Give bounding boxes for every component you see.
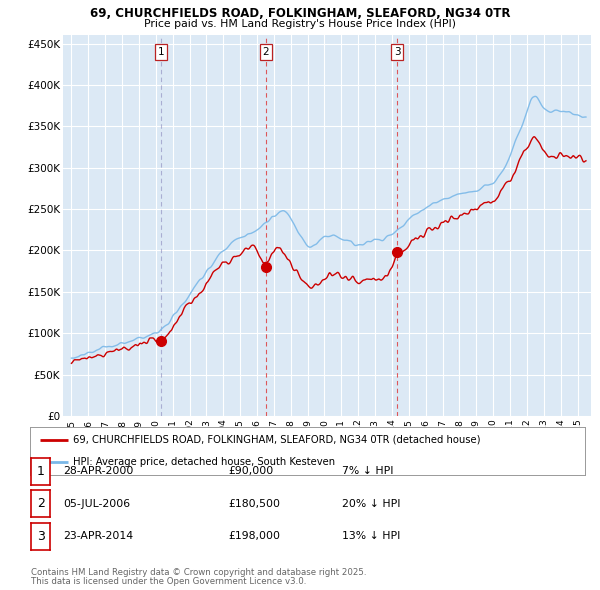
Text: 1: 1 xyxy=(37,465,45,478)
Text: HPI: Average price, detached house, South Kesteven: HPI: Average price, detached house, Sout… xyxy=(73,457,335,467)
Text: Contains HM Land Registry data © Crown copyright and database right 2025.: Contains HM Land Registry data © Crown c… xyxy=(31,568,367,577)
Text: 20% ↓ HPI: 20% ↓ HPI xyxy=(342,499,401,509)
Text: 69, CHURCHFIELDS ROAD, FOLKINGHAM, SLEAFORD, NG34 0TR (detached house): 69, CHURCHFIELDS ROAD, FOLKINGHAM, SLEAF… xyxy=(73,435,481,445)
Text: 1: 1 xyxy=(158,47,164,57)
Text: This data is licensed under the Open Government Licence v3.0.: This data is licensed under the Open Gov… xyxy=(31,578,307,586)
Text: 05-JUL-2006: 05-JUL-2006 xyxy=(63,499,130,509)
Text: 7% ↓ HPI: 7% ↓ HPI xyxy=(342,467,394,476)
Text: 69, CHURCHFIELDS ROAD, FOLKINGHAM, SLEAFORD, NG34 0TR: 69, CHURCHFIELDS ROAD, FOLKINGHAM, SLEAF… xyxy=(90,7,510,20)
Text: £90,000: £90,000 xyxy=(228,467,273,476)
Text: 28-APR-2000: 28-APR-2000 xyxy=(63,467,133,476)
Text: £180,500: £180,500 xyxy=(228,499,280,509)
Text: Price paid vs. HM Land Registry's House Price Index (HPI): Price paid vs. HM Land Registry's House … xyxy=(144,19,456,29)
Text: 13% ↓ HPI: 13% ↓ HPI xyxy=(342,532,400,541)
Text: £198,000: £198,000 xyxy=(228,532,280,541)
Text: 23-APR-2014: 23-APR-2014 xyxy=(63,532,133,541)
Text: 3: 3 xyxy=(37,530,45,543)
Text: 2: 2 xyxy=(262,47,269,57)
Text: 3: 3 xyxy=(394,47,401,57)
Text: 2: 2 xyxy=(37,497,45,510)
